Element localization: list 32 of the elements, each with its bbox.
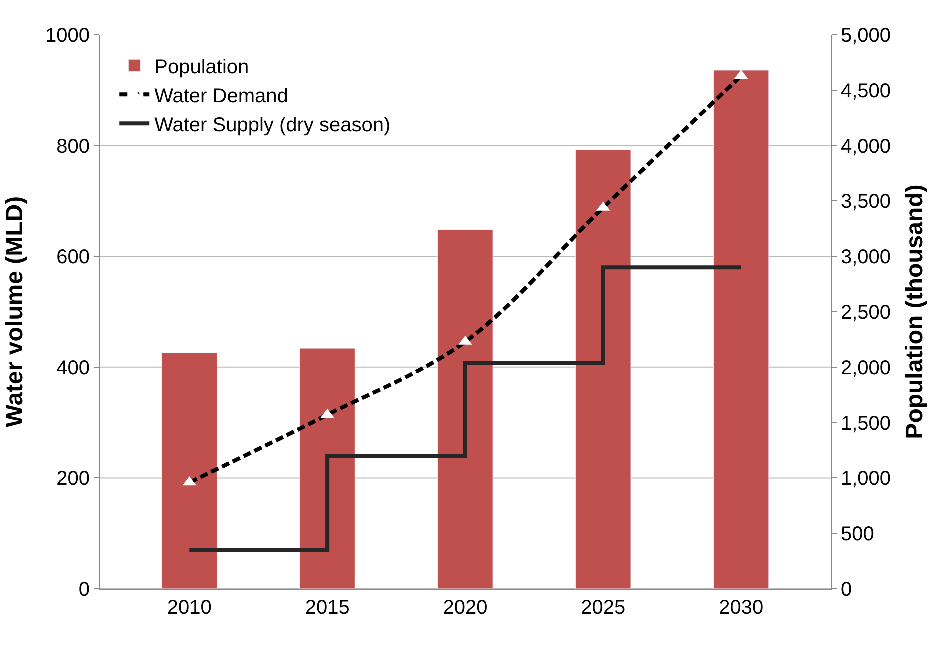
x-tick-label: 2020 [443, 597, 488, 619]
bar [300, 348, 356, 589]
y2-tick-label: 500 [841, 524, 874, 546]
x-tick-label: 2015 [305, 597, 350, 619]
x-tick-label: 2010 [167, 597, 212, 619]
y2-tick-label: 1,000 [841, 468, 892, 490]
legend-label: Water Supply (dry season) [154, 114, 391, 136]
y-tick-label: 600 [56, 246, 90, 269]
y2-tick-label: 2,000 [841, 357, 892, 380]
y-tick-label: 1000 [46, 25, 90, 47]
bar [576, 150, 632, 589]
x-tick-label: 2030 [719, 597, 764, 619]
y2-axis-title: Population (thousand) [901, 184, 928, 440]
y-tick-label: 800 [56, 136, 90, 158]
y2-tick-label: 2,500 [841, 302, 892, 324]
y-tick-label: 400 [56, 357, 90, 380]
y2-tick-label: 3,000 [841, 246, 892, 269]
y-tick-label: 200 [56, 468, 90, 490]
y-tick-label: 0 [78, 579, 90, 601]
legend-label: Population [154, 56, 250, 78]
y2-tick-label: 4,500 [841, 80, 892, 102]
y2-tick-label: 4,000 [841, 136, 892, 158]
y2-tick-label: 1,500 [841, 412, 892, 435]
bar [714, 70, 770, 589]
y2-tick-label: 5,000 [841, 25, 892, 47]
y2-tick-label: 0 [841, 579, 852, 601]
y-axis-title: Water volume (MLD) [2, 196, 29, 428]
y2-tick-label: 3,500 [841, 191, 892, 214]
x-tick-label: 2025 [581, 597, 626, 619]
bar [438, 230, 494, 589]
legend-label: Water Demand [154, 85, 288, 108]
bar [162, 352, 218, 589]
